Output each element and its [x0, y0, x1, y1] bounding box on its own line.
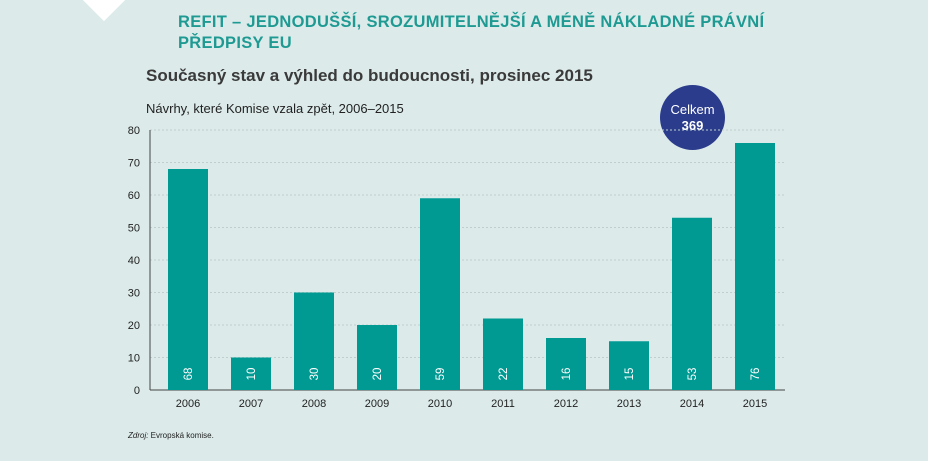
bar — [609, 341, 649, 390]
y-tick-label: 0 — [134, 385, 140, 397]
bar-value-label: 20 — [372, 368, 384, 381]
bar-value-label: 16 — [561, 368, 573, 381]
y-tick-label: 30 — [128, 288, 140, 300]
x-tick-label: 2006 — [176, 398, 200, 410]
bar — [672, 217, 712, 390]
total-badge: Celkem 369 — [660, 85, 725, 150]
y-tick-label: 60 — [128, 190, 140, 202]
bar — [294, 292, 334, 390]
bar — [168, 169, 208, 390]
page-title: REFIT – JEDNODUŠŠÍ, SROZUMITELNĚJŠÍ A MÉ… — [178, 13, 765, 52]
source-text: Evropská komise. — [148, 431, 214, 440]
y-tick-label: 10 — [128, 353, 140, 365]
bar — [420, 198, 460, 390]
y-tick-label: 40 — [128, 255, 140, 267]
bar-value-label: 59 — [435, 368, 447, 381]
bar — [735, 143, 775, 390]
x-tick-label: 2015 — [743, 398, 767, 410]
x-tick-label: 2013 — [617, 398, 641, 410]
x-tick-label: 2007 — [239, 398, 263, 410]
chart-subtitle: Návrhy, které Komise vzala zpět, 2006–20… — [146, 101, 404, 116]
y-tick-label: 50 — [128, 223, 140, 235]
y-tick-label: 80 — [128, 125, 140, 137]
bar-value-label: 10 — [246, 368, 258, 381]
bar-value-label: 68 — [183, 368, 195, 381]
y-tick-label: 70 — [128, 158, 140, 170]
x-tick-label: 2010 — [428, 398, 452, 410]
bar-value-label: 76 — [750, 368, 762, 381]
source-prefix: Zdroj: — [128, 431, 149, 440]
x-tick-label: 2012 — [554, 398, 578, 410]
bar-value-label: 22 — [498, 368, 510, 381]
total-badge-label: Celkem — [670, 101, 715, 117]
bar — [483, 318, 523, 390]
bar-value-label: 30 — [309, 368, 321, 381]
x-tick-label: 2014 — [680, 398, 704, 410]
bar — [546, 338, 586, 390]
source-note: Zdroj: Evropská komise. — [128, 431, 214, 440]
x-tick-label: 2011 — [491, 398, 515, 410]
x-tick-label: 2009 — [365, 398, 389, 410]
bar-value-label: 53 — [687, 368, 699, 381]
x-tick-label: 2008 — [302, 398, 326, 410]
total-badge-value: 369 — [681, 117, 704, 133]
bar — [357, 325, 397, 390]
bar-value-label: 15 — [624, 368, 636, 381]
bar — [231, 357, 271, 390]
y-tick-label: 20 — [128, 320, 140, 332]
chart-title: Současný stav a výhled do budoucnosti, p… — [146, 66, 593, 85]
